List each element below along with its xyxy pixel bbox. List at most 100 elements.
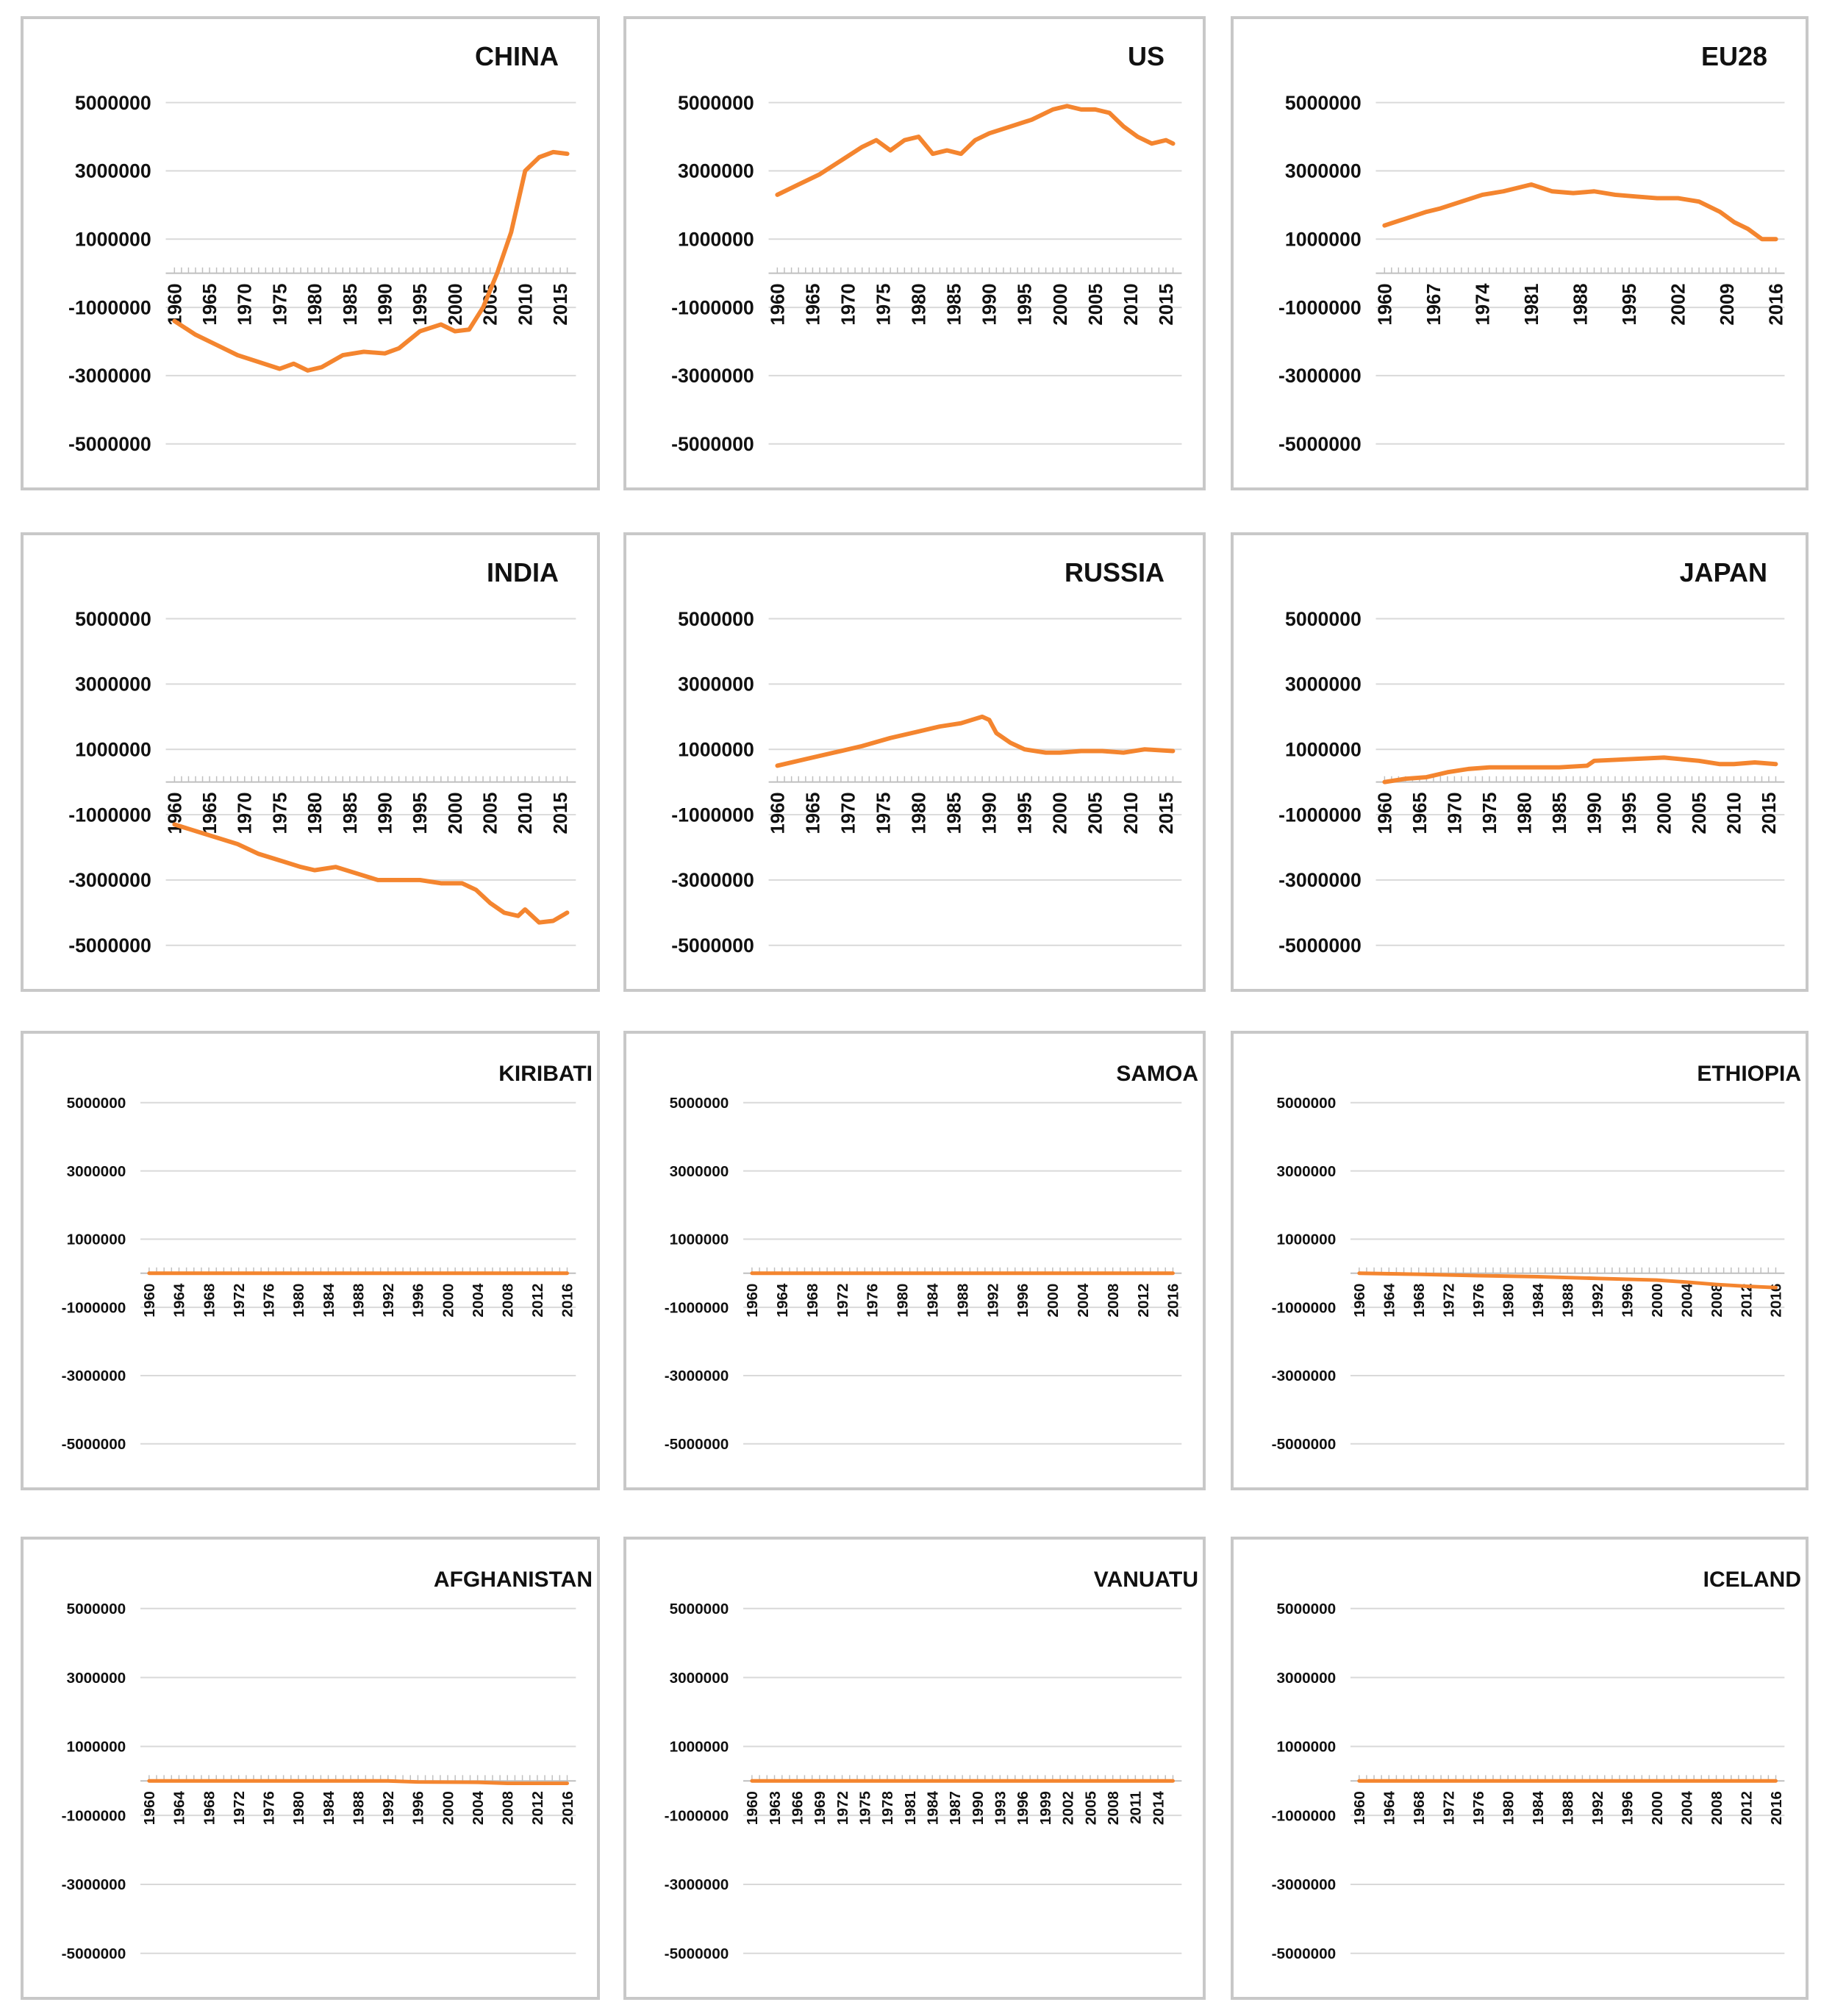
x-tick-label: 1976 <box>1470 1284 1487 1318</box>
x-tick-label: 2005 <box>1086 283 1106 325</box>
x-tick-label: 1968 <box>1411 1791 1428 1825</box>
y-tick-label: -1000000 <box>68 296 151 318</box>
x-tick-label: 1988 <box>1570 283 1591 325</box>
x-tick-label: 1976 <box>1470 1791 1487 1825</box>
x-tick-label: 2005 <box>1082 1791 1099 1825</box>
x-tick-label: 2015 <box>551 283 571 325</box>
x-tick-label: 1966 <box>789 1791 806 1825</box>
y-tick-label: -3000000 <box>671 869 754 891</box>
x-tick-label: 1980 <box>909 283 930 325</box>
x-tick-label: 1970 <box>235 792 256 834</box>
chart-svg: 5000000 3000000 1000000 -1000000 -3000000 -50… <box>671 92 1182 455</box>
chart-title: EU28 <box>1700 41 1767 71</box>
series-line <box>1357 1271 1778 1290</box>
x-tick-label: 1978 <box>879 1791 896 1825</box>
series-line <box>147 1779 569 1786</box>
chart-panel-us: US 5000000 3000000 1000000 -1000000 -3000000 -… <box>623 16 1206 490</box>
chart-panel-ethiopia: ETHIOPIA 5000000 3000000 1000000 -1000000 -30… <box>1231 1031 1809 1490</box>
y-tick-label: -1000000 <box>665 1299 729 1316</box>
series-line <box>775 104 1176 197</box>
chart-panel-eu28: EU28 5000000 3000000 1000000 -1000000 -300000… <box>1231 16 1809 490</box>
y-tick-label: -5000000 <box>1278 433 1362 455</box>
chart-title: KIRIBATI <box>498 1062 593 1086</box>
chart-svg: 5000000 3000000 1000000 -1000000 -3000000 -50… <box>1278 608 1785 957</box>
x-tick-label: 1968 <box>1411 1284 1428 1318</box>
y-tick-label: -3000000 <box>1272 1876 1337 1893</box>
x-tick-label: 1975 <box>270 283 290 325</box>
x-tick-label: 1963 <box>767 1791 784 1825</box>
x-tick-label: 1976 <box>865 1284 881 1318</box>
x-tick-label: 2016 <box>559 1791 576 1825</box>
x-tick-label: 2016 <box>1165 1284 1182 1318</box>
x-tick-label: 1975 <box>874 792 895 834</box>
x-tick-label: 1990 <box>980 283 1001 325</box>
y-tick-label: 5000000 <box>1277 1095 1337 1112</box>
x-tick-label: 1980 <box>1500 1284 1517 1318</box>
chart-panel-india: INDIA 5000000 3000000 1000000 -1000000 -30000… <box>21 532 600 992</box>
x-tick-label: 1965 <box>803 792 823 834</box>
x-tick-label: 2010 <box>515 792 536 834</box>
x-tick-label: 1972 <box>834 1791 851 1825</box>
x-tick-label: 1969 <box>812 1791 829 1825</box>
x-tick-label: 2010 <box>515 283 536 325</box>
x-tick-label: 1996 <box>1619 1284 1636 1318</box>
chart-svg: 5000000 3000000 1000000 -1000000 -3000000 -50… <box>62 1601 576 1962</box>
x-tick-label: 2008 <box>499 1284 516 1318</box>
x-tick-label: 2010 <box>1121 792 1142 834</box>
x-tick-label: 1964 <box>1381 1791 1398 1826</box>
x-tick-label: 1980 <box>305 283 326 325</box>
y-tick-label: 1000000 <box>67 1232 126 1248</box>
chart-title: RUSSIA <box>1064 557 1164 587</box>
x-tick-label: 1988 <box>1559 1791 1576 1825</box>
x-tick-label: 1992 <box>380 1791 397 1825</box>
x-tick-label: 1960 <box>141 1791 158 1825</box>
x-tick-label: 2004 <box>1678 1791 1695 1826</box>
x-tick-label: 1960 <box>1375 792 1395 834</box>
y-tick-label: 5000000 <box>670 1601 729 1618</box>
x-tick-label: 2004 <box>470 1283 487 1318</box>
x-tick-label: 1995 <box>1015 283 1036 325</box>
chart-panel-vanuatu: VANUATU 5000000 3000000 1000000 -1000000 -300… <box>623 1537 1206 2000</box>
chart-svg: 5000000 3000000 1000000 -1000000 -3000000 -50… <box>665 1601 1182 1962</box>
x-tick-label: 1960 <box>141 1284 158 1318</box>
x-tick-label: 1992 <box>380 1284 397 1318</box>
x-tick-label: 2008 <box>1105 1284 1122 1318</box>
x-tick-label: 2005 <box>1086 792 1106 834</box>
y-tick-label: -5000000 <box>1272 1945 1337 1962</box>
y-tick-label: -3000000 <box>665 1368 729 1384</box>
x-tick-label: 1960 <box>744 1284 761 1318</box>
y-tick-label: -5000000 <box>68 934 151 957</box>
x-tick-label: 1960 <box>1351 1284 1368 1318</box>
x-tick-label: 1960 <box>1375 283 1395 325</box>
series-line <box>1382 755 1778 784</box>
x-tick-label: 2008 <box>1709 1284 1725 1318</box>
x-tick-label: 1976 <box>261 1284 278 1318</box>
x-tick-label: 1992 <box>984 1284 1001 1318</box>
x-tick-label: 2000 <box>1051 792 1071 834</box>
x-tick-label: 2000 <box>440 1791 457 1825</box>
x-tick-label: 1992 <box>1589 1791 1606 1825</box>
chart-title: CHINA <box>475 41 559 71</box>
x-tick-label: 2015 <box>1156 283 1177 325</box>
x-tick-label: 2000 <box>1649 1791 1666 1825</box>
x-tick-label: 2010 <box>1121 283 1142 325</box>
x-tick-label: 1990 <box>376 283 396 325</box>
x-tick-label: 1985 <box>945 792 965 834</box>
y-tick-label: 3000000 <box>1285 160 1362 182</box>
x-tick-label: 1972 <box>1441 1284 1458 1318</box>
x-tick-label: 2000 <box>440 1284 457 1318</box>
y-tick-label: -5000000 <box>665 1436 729 1453</box>
x-tick-label: 1968 <box>201 1284 218 1318</box>
x-tick-label: 1985 <box>340 792 361 834</box>
x-tick-label: 1980 <box>895 1284 912 1318</box>
chart-panel-samoa: SAMOA 5000000 3000000 1000000 -1000000 -30000… <box>623 1031 1206 1490</box>
x-tick-label: 1990 <box>970 1791 987 1825</box>
y-tick-label: 3000000 <box>67 1163 126 1180</box>
chart-svg: 5000000 3000000 1000000 -1000000 -3000000 -50… <box>671 608 1182 957</box>
chart-title: AFGHANISTAN <box>433 1568 593 1592</box>
chart-svg: 5000000 3000000 1000000 -1000000 -3000000 -50… <box>1272 1601 1785 1962</box>
y-tick-label: -3000000 <box>68 365 151 387</box>
x-tick-label: 1988 <box>1559 1284 1576 1318</box>
x-tick-label: 2014 <box>1150 1791 1167 1826</box>
y-tick-label: -3000000 <box>671 365 754 387</box>
